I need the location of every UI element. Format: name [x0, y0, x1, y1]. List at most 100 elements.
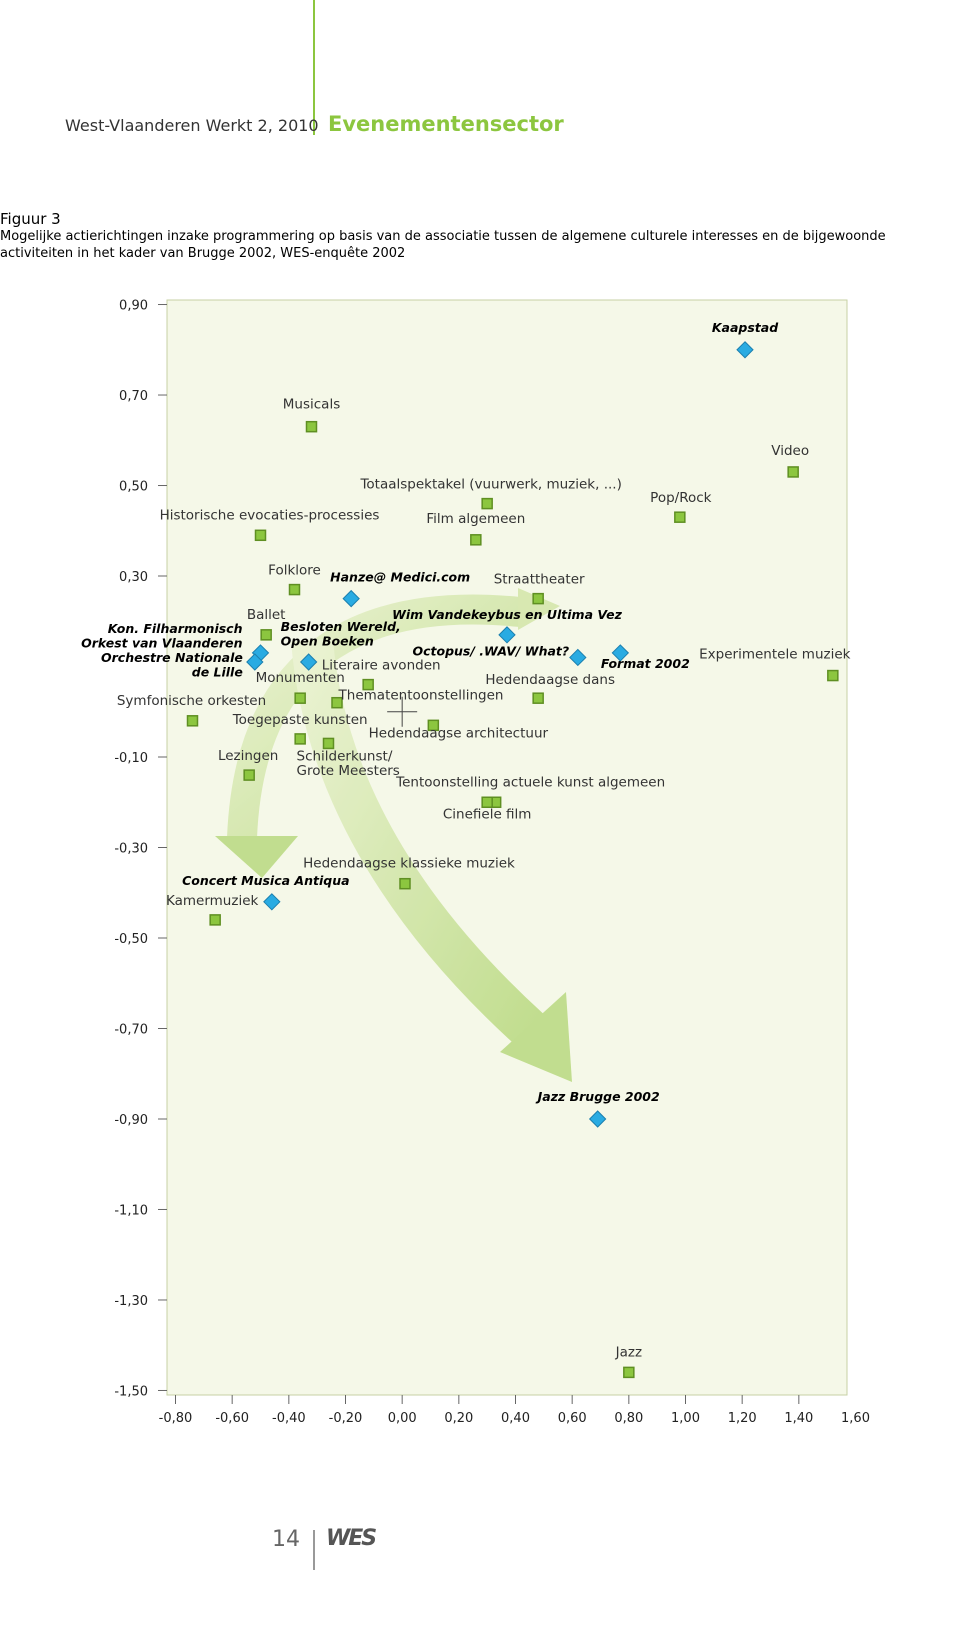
point-label: Hedendaagse architectuur: [369, 725, 549, 741]
event-point: [263, 893, 281, 911]
point-label: Symfonische orkesten: [117, 693, 266, 709]
x-tick-label: 0,00: [388, 1411, 417, 1426]
activity-point: [294, 733, 306, 745]
activity-point: [243, 769, 255, 781]
x-tick-label: -0,20: [329, 1411, 363, 1426]
y-tick-label: 0,90: [119, 299, 148, 314]
y-tick-label: 0,50: [119, 480, 148, 495]
header-left: West-Vlaanderen Werkt 2, 2010: [65, 116, 319, 135]
arrow-head: [500, 992, 572, 1082]
event-point: [569, 648, 587, 667]
y-tick-label: -1,30: [114, 1294, 148, 1309]
point-label: Folklore: [268, 563, 321, 579]
activity-point: [399, 877, 411, 890]
point-label: Hanze@ Medici.com: [330, 570, 470, 585]
activity-point: [305, 420, 318, 433]
point-label: Format 2002: [601, 656, 690, 671]
y-tick-label: -0,10: [114, 751, 148, 766]
activity-point: [186, 715, 199, 727]
x-tick-label: 0,80: [614, 1411, 643, 1426]
event-point: [611, 644, 630, 662]
event-point: [342, 589, 360, 608]
point-label: Octopus/ .WAV/ What?: [412, 643, 569, 658]
point-label: Hedendaagse dans: [485, 672, 615, 688]
y-tick-label: -0,90: [114, 1113, 148, 1128]
activity-point: [362, 678, 374, 691]
point-label: Concert Musica Antiqua: [182, 873, 349, 888]
event-point: [246, 653, 264, 671]
activity-point: [787, 466, 799, 478]
arrow: [291, 638, 545, 1046]
point-label: Grote Meesters: [297, 763, 400, 779]
point-label: Kon. Filharmonisch: [108, 621, 243, 636]
point-label: Orchestre Nationale: [101, 650, 243, 665]
logo: WES: [326, 1526, 377, 1551]
y-tick-label: -0,50: [114, 932, 148, 947]
point-label: Orkest van Vlaanderen: [81, 635, 243, 650]
figure-label: Figuur 3: [0, 210, 61, 228]
figure-caption: Mogelijke actierichtingen inzake program…: [0, 229, 886, 261]
point-label: Wim Vandekeybus en Ultima Vez: [392, 607, 623, 622]
point-label: Lezingen: [218, 748, 278, 764]
arrow-head: [518, 588, 560, 630]
activity-point: [674, 511, 686, 523]
activity-point: [209, 914, 221, 926]
point-label: Schilderkunst/: [297, 748, 393, 764]
activity-point: [294, 692, 306, 704]
point-label: Ballet: [247, 607, 286, 623]
point-label: Kamermuziek: [166, 893, 259, 909]
chart: 0,90 0,70 0,50 0,30 -0,10 -0,30 -0,50 -0,70 -0,9…: [81, 299, 870, 1426]
page-number: 14: [272, 1527, 300, 1552]
activity-point: [427, 719, 440, 732]
x-tick-label: 0,20: [444, 1411, 473, 1426]
point-label: Pop/Rock: [650, 490, 711, 506]
event-point: [299, 653, 318, 671]
x-tick-label: -0,60: [215, 1411, 249, 1426]
point-label: Hedendaagse klassieke muziek: [303, 856, 515, 872]
y-tick-label: -0,30: [114, 842, 148, 857]
activity-point: [470, 534, 482, 546]
point-label: Monumenten: [256, 670, 345, 686]
activity-point: [288, 583, 301, 596]
activity-point: [331, 696, 343, 709]
point-label: Kaapstad: [712, 320, 779, 335]
header-right: Evenementensector: [328, 112, 564, 136]
activity-point: [254, 529, 267, 542]
point-label: Straattheater: [494, 572, 585, 588]
arrow-head: [215, 836, 298, 878]
x-tick-label: 1,60: [841, 1411, 870, 1426]
point-label: Literaire avonden: [322, 658, 441, 674]
point-label: Jazz Brugge 2002: [535, 1089, 660, 1104]
y-tick-label: -1,50: [114, 1384, 148, 1399]
x-tick-label: 1,40: [784, 1411, 813, 1426]
activity-point: [532, 592, 544, 605]
point-label: Jazz: [615, 1344, 642, 1360]
point-label: Besloten Wereld,: [281, 619, 401, 634]
event-point: [498, 626, 516, 644]
footer-rule: [313, 1530, 315, 1570]
header-rule: [313, 0, 315, 135]
point-label: Experimentele muziek: [699, 647, 851, 663]
point-label: Historische evocaties-processies: [160, 507, 380, 523]
y-tick-label: -0,70: [114, 1022, 148, 1037]
point-label: Totaalspektakel (vuurwerk, muziek, ...): [359, 477, 621, 493]
x-tick-label: -0,80: [159, 1411, 193, 1426]
y-tick-label: -1,10: [114, 1203, 148, 1218]
point-label: de Lille: [192, 664, 243, 679]
point-label: Open Boeken: [281, 633, 374, 648]
y-tick-label: 0,70: [119, 389, 148, 404]
point-label: Tentoonstelling actuele kunst algemeen: [395, 774, 665, 790]
point-label: Film algemeen: [426, 511, 525, 527]
activity-point: [481, 796, 493, 809]
event-point: [736, 341, 754, 359]
point-label: Cinefiele film: [443, 806, 532, 822]
x-tick-label: 0,40: [501, 1411, 530, 1426]
x-tick-label: 1,20: [728, 1411, 757, 1426]
y-tick-label: 0,30: [119, 570, 148, 585]
activity-point: [532, 692, 544, 704]
activity-point: [322, 737, 335, 750]
activity-point: [827, 669, 839, 682]
activity-point: [623, 1366, 635, 1379]
point-label: Thematentoonstellingen: [338, 688, 504, 704]
x-tick-label: 1,00: [671, 1411, 700, 1426]
